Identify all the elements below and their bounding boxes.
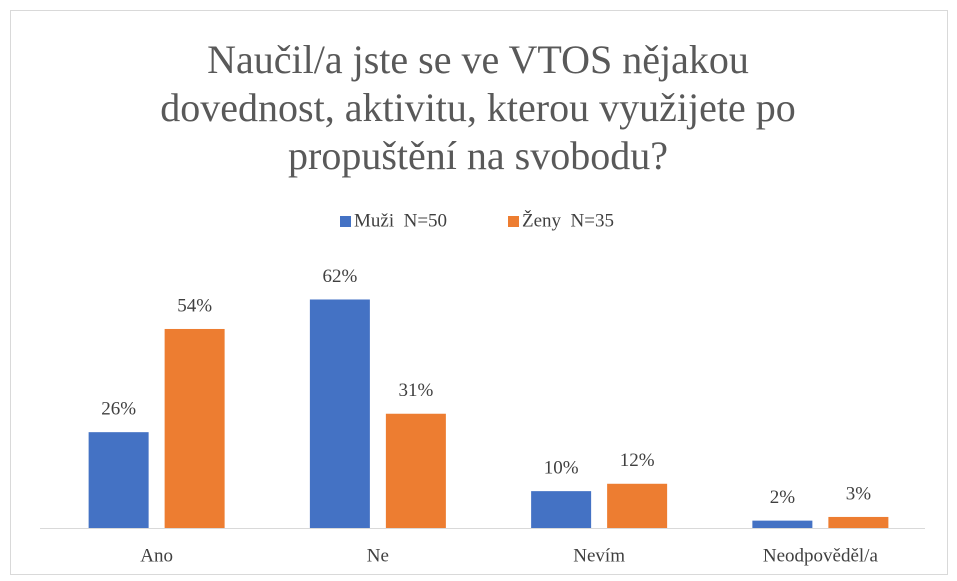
bar bbox=[531, 491, 592, 528]
x-tick-label: Neodpověděl/a bbox=[763, 545, 879, 566]
bar bbox=[752, 520, 813, 528]
bar bbox=[88, 432, 149, 528]
data-label: 62% bbox=[322, 266, 357, 287]
data-label: 10% bbox=[544, 458, 579, 479]
x-tick-label: Ano bbox=[140, 545, 173, 566]
data-label: 26% bbox=[101, 399, 136, 420]
bar bbox=[828, 516, 889, 528]
data-label: 3% bbox=[846, 483, 872, 504]
legend-swatch bbox=[340, 216, 351, 227]
bar bbox=[385, 413, 446, 528]
bar bbox=[607, 483, 668, 528]
bar bbox=[309, 299, 370, 528]
legend-label: Muži N=50 bbox=[354, 210, 447, 231]
legend-label: Ženy N=35 bbox=[522, 209, 614, 231]
data-label: 31% bbox=[398, 380, 433, 401]
data-label: 2% bbox=[770, 487, 796, 508]
x-tick-label: Nevím bbox=[573, 545, 625, 566]
legend-swatch bbox=[508, 216, 519, 227]
data-label: 12% bbox=[620, 450, 655, 471]
x-tick-label: Ne bbox=[367, 545, 389, 566]
bar bbox=[164, 328, 225, 528]
data-label: 54% bbox=[177, 295, 212, 316]
chart-border bbox=[10, 10, 948, 575]
chart-title: Naučil/a jste se ve VTOS nějakou dovedno… bbox=[160, 37, 796, 178]
